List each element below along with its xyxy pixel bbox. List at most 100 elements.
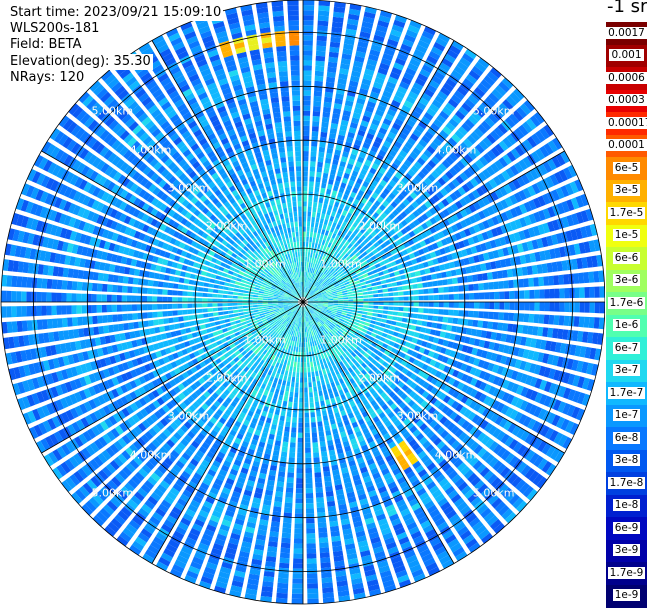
range-gate-cell — [323, 390, 328, 396]
range-gate-cell — [477, 274, 483, 281]
range-gate-cell — [309, 176, 314, 181]
range-gate-cell — [303, 126, 310, 131]
range-gate-cell — [321, 229, 325, 235]
range-gate-cell — [528, 278, 534, 287]
range-gate-cell — [402, 318, 408, 323]
range-gate-cell — [315, 243, 318, 248]
range-gate-cell — [325, 215, 330, 221]
range-gate-cell — [284, 508, 292, 514]
range-gate-cell — [281, 538, 290, 544]
range-gate-cell — [300, 327, 301, 332]
range-gate-cell — [499, 302, 504, 310]
range-gate-cell — [458, 285, 464, 291]
range-gate-cell — [295, 387, 299, 392]
range-gate-cell — [443, 309, 448, 315]
range-gate-cell — [290, 387, 294, 392]
range-gate-cell — [442, 279, 448, 285]
range-gate-cell — [320, 188, 325, 194]
range-gate-cell — [330, 169, 336, 175]
range-gate-cell — [318, 152, 324, 158]
range-gate-cell — [383, 298, 388, 301]
range-gate-cell — [308, 247, 311, 252]
range-gate-cell — [477, 320, 483, 327]
range-gate-cell — [306, 478, 313, 483]
range-gate-cell — [277, 368, 281, 374]
range-gate-cell — [288, 402, 293, 408]
range-gate-cell — [276, 435, 282, 441]
range-gate-cell — [318, 355, 322, 360]
range-gate-cell — [366, 284, 372, 288]
range-gate-cell — [296, 372, 299, 377]
range-gate-cell — [433, 288, 439, 293]
range-gate-cell — [310, 171, 315, 176]
range-gate-cell — [497, 323, 503, 331]
range-gate-cell — [369, 275, 375, 279]
range-gate-cell — [319, 239, 323, 245]
range-gate-cell — [294, 549, 304, 554]
range-gate-cell — [573, 273, 579, 284]
range-gate-cell — [523, 278, 529, 287]
range-gate-cell — [300, 377, 303, 382]
range-gate-cell — [303, 131, 310, 136]
range-gate-cell — [313, 106, 321, 112]
range-gate-cell — [308, 207, 312, 212]
range-gate-cell — [317, 244, 321, 249]
range-gate-cell — [309, 242, 312, 247]
range-gate-cell — [287, 350, 290, 355]
range-gate-cell — [359, 324, 365, 328]
range-gate-cell — [375, 277, 381, 281]
range-gate-cell — [589, 317, 595, 328]
range-gate-cell — [303, 0, 314, 5]
range-gate-cell — [291, 382, 295, 387]
range-gate-cell — [292, 417, 297, 422]
range-gate-cell — [319, 436, 325, 442]
range-gate-cell — [284, 427, 289, 433]
range-gate-cell — [316, 492, 324, 498]
range-gate-cell — [329, 414, 335, 420]
range-gate-cell — [310, 232, 313, 237]
range-gate-cell — [211, 327, 217, 332]
range-gate-cell — [282, 365, 286, 371]
range-gate-cell — [306, 347, 308, 352]
range-gate-cell — [479, 311, 485, 318]
range-gate-cell — [275, 373, 280, 379]
range-gate-cell — [307, 337, 309, 342]
range-gate-cell — [308, 212, 312, 217]
range-gate-cell — [348, 304, 353, 306]
range-gate-cell — [303, 151, 309, 156]
range-gate-cell — [308, 252, 310, 257]
range-gate-cell — [447, 278, 453, 284]
range-gate-cell — [303, 71, 312, 76]
range-gate-cell — [311, 372, 314, 377]
range-gate-cell — [306, 533, 315, 538]
range-gate-cell — [393, 292, 398, 296]
range-gate-cell — [274, 496, 282, 502]
range-gate-cell — [316, 46, 326, 52]
range-gate-cell — [276, 593, 287, 599]
range-gate-cell — [222, 328, 228, 333]
range-gate-cell — [363, 292, 368, 295]
range-gate-cell — [313, 232, 316, 237]
range-gate-cell — [303, 156, 309, 161]
range-gate-cell — [433, 316, 439, 322]
range-gate-cell — [285, 498, 293, 504]
range-gate-cell — [396, 322, 402, 327]
range-gate-cell — [352, 291, 357, 294]
range-gate-cell — [458, 310, 463, 316]
range-gate-cell — [428, 315, 434, 320]
range-gate-cell — [352, 313, 357, 316]
range-gate-cell — [313, 346, 316, 351]
range-gate-cell — [299, 403, 303, 408]
range-gate-cell — [366, 319, 372, 323]
range-gate-cell — [306, 247, 308, 252]
range-gate-cell — [489, 312, 495, 320]
range-gate-cell — [289, 397, 293, 402]
range-gate-cell — [303, 45, 313, 50]
range-gate-cell — [338, 304, 343, 306]
range-gate-cell — [559, 315, 565, 325]
range-gate-cell — [306, 508, 314, 513]
range-gate-cell — [289, 366, 292, 371]
range-gate-cell — [548, 276, 554, 286]
range-gate-cell — [376, 281, 382, 285]
range-gate-cell — [317, 26, 328, 32]
